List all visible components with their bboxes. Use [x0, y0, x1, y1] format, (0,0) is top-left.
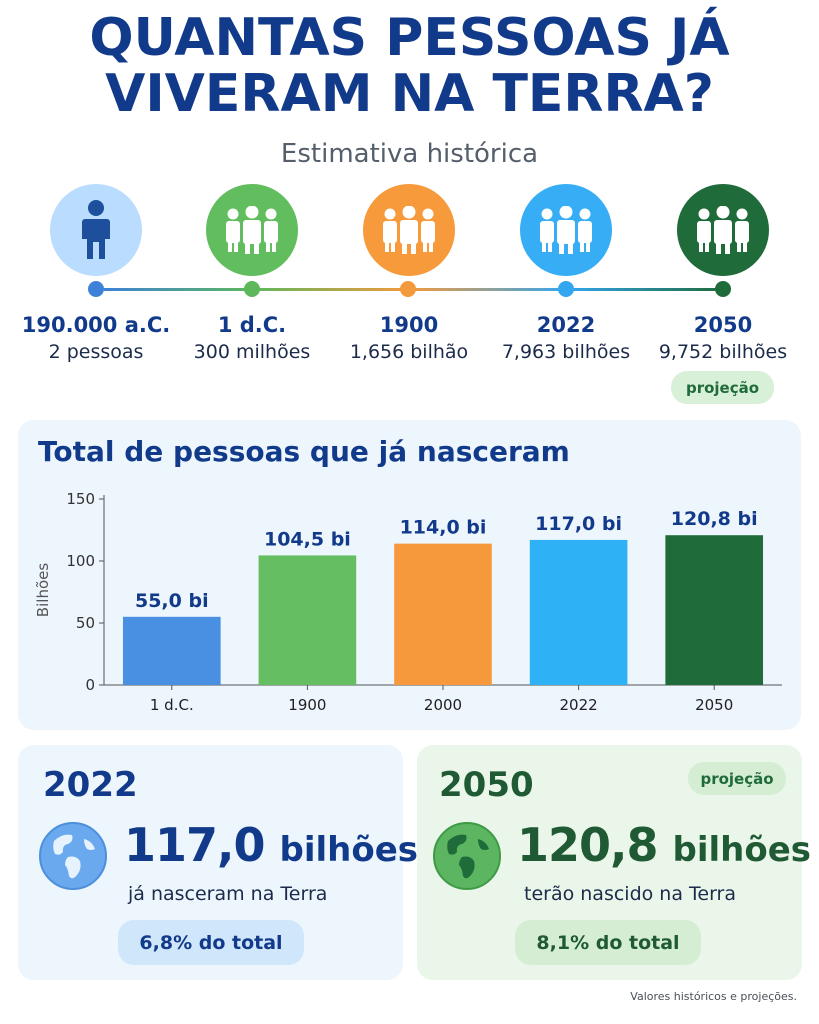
title-line-1: QUANTAS PESSOAS JÁ: [89, 8, 730, 68]
timeline-dot: [244, 281, 260, 297]
timeline-circle-1900: [363, 184, 455, 276]
group-icon: [226, 206, 278, 254]
timeline-circle-190000ac: [50, 184, 142, 276]
card-year: 2022: [43, 765, 138, 805]
timeline-label-0: 190.000 a.C. 2 pessoas: [16, 313, 176, 363]
person-icon: [82, 200, 110, 259]
card-big-number: 120,8 bilhões: [517, 818, 811, 872]
timeline-dot: [400, 281, 416, 297]
card-unit: bilhões: [279, 830, 419, 870]
percentage-pill: 8,1% do total: [515, 920, 701, 965]
card-number: 117,0: [124, 818, 266, 872]
timeline-label-1: 1 d.C. 300 milhões: [172, 313, 332, 363]
timeline-value: 9,752 bilhões: [658, 341, 788, 363]
card-unit: bilhões: [672, 830, 812, 870]
timeline-label-4: 2050 9,752 bilhões: [643, 313, 803, 363]
timeline-label-3: 2022 7,963 bilhões: [486, 313, 646, 363]
timeline-dot: [88, 281, 104, 297]
page-title: QUANTAS PESSOAS JÁ VIVERAM NA TERRA?: [0, 10, 819, 122]
timeline-value: 2 pessoas: [48, 341, 144, 363]
card-caption: terão nascido na Terra: [524, 883, 737, 905]
timeline-circle-2022: [520, 184, 612, 276]
card-number: 120,8: [517, 818, 659, 872]
group-icon: [383, 206, 435, 254]
timeline-dot: [558, 281, 574, 297]
footnote: Valores históricos e projeções.: [630, 990, 797, 1003]
percentage-pill: 6,8% do total: [118, 920, 304, 965]
page-subtitle: Estimativa histórica: [280, 139, 539, 169]
globe-icon: [39, 822, 107, 890]
timeline-value: 7,963 bilhões: [501, 341, 631, 363]
timeline-segment: [104, 288, 254, 291]
title-line-2: VIVERAM NA TERRA?: [105, 64, 714, 124]
timeline-dot: [715, 281, 731, 297]
timeline-circle-2050: [677, 184, 769, 276]
chart-title: Total de pessoas que já nasceram: [38, 435, 570, 468]
timeline-segment: [252, 288, 410, 291]
projection-badge: projeção: [688, 762, 786, 795]
card-year: 2050: [439, 765, 534, 805]
timeline-year: 1900: [379, 313, 439, 337]
timeline-value: 300 milhões: [193, 341, 311, 363]
timeline-value: 1,656 bilhão: [349, 341, 469, 363]
timeline-segment: [566, 288, 724, 291]
globe-icon: [433, 822, 501, 890]
timeline-year: 2022: [536, 313, 596, 337]
timeline-circle-1dc: [206, 184, 298, 276]
timeline-year: 1 d.C.: [217, 313, 287, 337]
timeline-year: 190.000 a.C.: [21, 313, 171, 337]
timeline-label-2: 1900 1,656 bilhão: [329, 313, 489, 363]
group-icon: [697, 206, 749, 254]
group-icon: [540, 206, 592, 254]
timeline-segment: [408, 288, 568, 291]
card-caption: já nasceram na Terra: [128, 883, 328, 905]
card-big-number: 117,0 bilhões: [124, 818, 418, 872]
projection-badge: projeção: [671, 371, 774, 404]
timeline-year: 2050: [693, 313, 753, 337]
